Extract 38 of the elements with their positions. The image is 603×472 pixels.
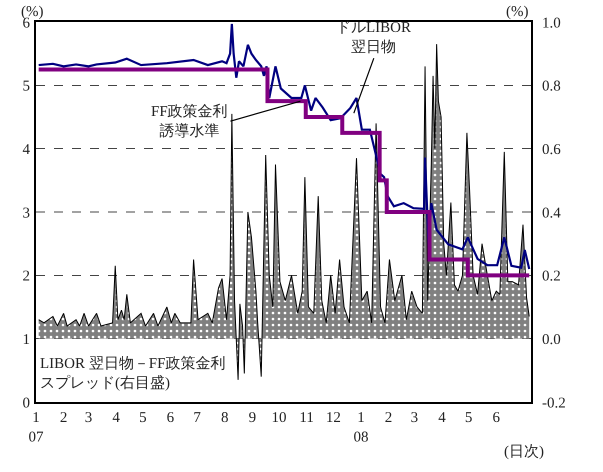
x-tick-label: 2 bbox=[60, 410, 68, 426]
x-tick-label: 8 bbox=[220, 410, 228, 426]
x-tick-label: 1 07 bbox=[28, 410, 44, 446]
x-tick-label: 9 bbox=[248, 410, 256, 426]
y-tick-label: 4 bbox=[22, 142, 30, 158]
x-tick-label: 6 bbox=[492, 410, 501, 426]
annotation: ドルLIBOR翌日物 bbox=[336, 20, 411, 56]
x-tick-label: 7 bbox=[193, 410, 202, 426]
y-tick-label: 3 bbox=[22, 205, 30, 222]
x-tick-label: 4 bbox=[438, 410, 446, 426]
x-tick-label: 1 08 bbox=[353, 410, 368, 446]
x-tick-label: 6 bbox=[166, 410, 175, 426]
y2-axis-title: (%) bbox=[506, 4, 528, 20]
y-tick-label: 0 bbox=[22, 395, 30, 412]
y-tick-label: 2 bbox=[22, 268, 30, 285]
y2-tick-label: 0.8 bbox=[542, 78, 561, 95]
x-tick-label: 3 bbox=[410, 410, 418, 426]
x-tick-label: 2 bbox=[384, 410, 392, 426]
y2-tick-label: 0.2 bbox=[542, 268, 561, 285]
y-tick-label: 1 bbox=[22, 332, 30, 348]
line-series bbox=[38, 22, 530, 270]
y2-tick-label: 0.6 bbox=[542, 142, 562, 158]
y2-tick-label: -0.2 bbox=[542, 395, 566, 412]
x-tick-label: 11 bbox=[299, 410, 314, 426]
x-tick-label: 10 bbox=[272, 410, 287, 426]
x-tick-label: 5 bbox=[139, 410, 147, 426]
y2-tick-label: 1.0 bbox=[542, 15, 561, 32]
annotation: FF政策金利誘導水準 bbox=[151, 103, 228, 140]
y-tick-label: 5 bbox=[22, 78, 30, 95]
y2-tick-label: 0.0 bbox=[542, 332, 561, 348]
y2-tick-label: 0.4 bbox=[542, 205, 562, 222]
x-tick-label: 5 bbox=[464, 410, 472, 426]
x-tick-label: 12 bbox=[326, 410, 341, 426]
x-axis-title: (日次) bbox=[504, 444, 544, 460]
x-tick-label: 4 bbox=[112, 410, 120, 426]
y-axis-title: (%) bbox=[21, 4, 44, 20]
annotation: LIBOR 翌日物－FF政策金利スプレッド(右目盛) bbox=[40, 355, 226, 392]
x-tick-label: 3 bbox=[84, 410, 92, 426]
